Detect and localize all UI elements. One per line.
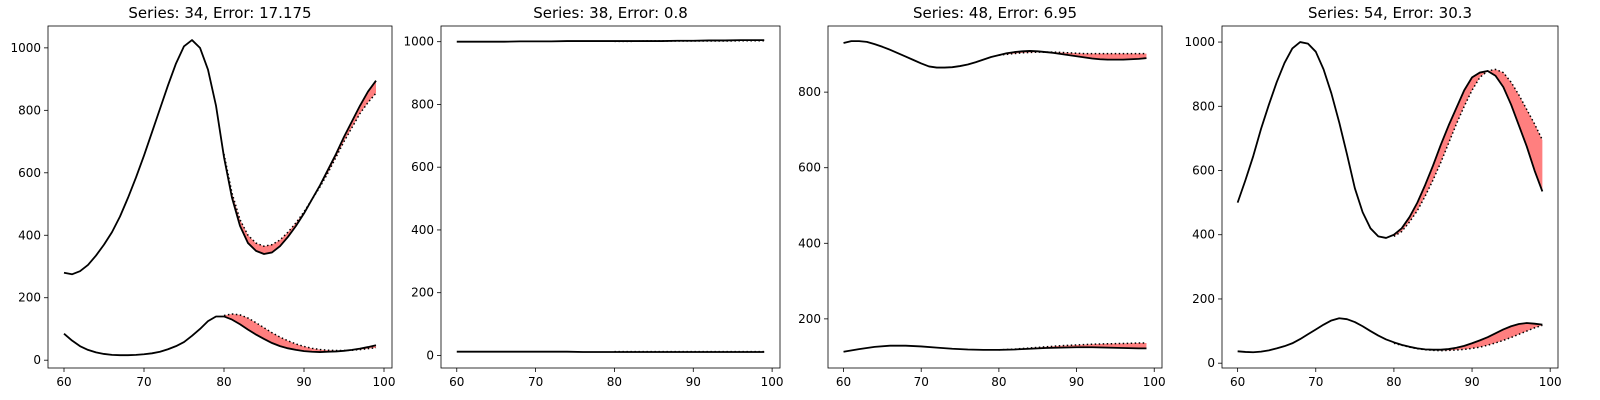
y-tick-label: 0: [33, 353, 41, 367]
x-tick-label: 90: [296, 375, 311, 389]
chart-title: Series: 34, Error: 17.175: [128, 4, 311, 22]
chart-title: Series: 48, Error: 6.95: [913, 4, 1077, 22]
upper-actual-line: [843, 40, 1147, 69]
y-tick-label: 600: [1192, 164, 1215, 178]
y-tick-label: 800: [18, 103, 41, 117]
y-tick-label: 600: [411, 160, 434, 174]
x-tick-label: 60: [56, 375, 71, 389]
x-tick-label: 90: [1464, 375, 1479, 389]
y-tick-label: 200: [1192, 292, 1215, 306]
y-tick-label: 200: [18, 291, 41, 305]
chart-panel-3: Series: 48, Error: 6.95 60 70 80 90 100 200 400…: [798, 4, 1166, 389]
y-tick-label: 200: [798, 312, 821, 326]
upper-actual-line: [1236, 41, 1544, 239]
axes-frame: [1221, 25, 1559, 369]
x-tick-label: 70: [1308, 375, 1323, 389]
lower-actual-line: [63, 315, 377, 357]
y-tick-label: 800: [1192, 99, 1215, 113]
y-tick-label: 1000: [1184, 35, 1215, 49]
lower-actual-line: [1237, 317, 1543, 354]
upper-actual-line: [63, 39, 377, 276]
x-tick-label: 90: [686, 375, 701, 389]
axes-frame: [827, 25, 1163, 369]
y-tick-label: 800: [798, 85, 821, 99]
upper-forecast-line: [223, 92, 377, 247]
x-tick-label: 80: [607, 375, 622, 389]
x-tick-label: 70: [136, 375, 151, 389]
x-tick-label: 60: [1230, 375, 1245, 389]
x-tick-label: 80: [991, 375, 1006, 389]
chart-panel-2: Series: 38, Error: 0.860 70 80 90 1000200400…: [403, 4, 783, 389]
y-tick-label: 1000: [403, 35, 434, 49]
chart-title: Series: 54, Error: 30.3: [1308, 4, 1472, 22]
x-tick-label: 80: [1386, 375, 1401, 389]
y-tick-label: 0: [426, 348, 434, 362]
y-tick-label: 1000: [10, 41, 41, 55]
x-tick-label: 70: [528, 375, 543, 389]
x-tick-label: 90: [1069, 375, 1084, 389]
x-tick-label: 60: [449, 375, 464, 389]
y-tick-label: 800: [411, 97, 434, 111]
y-tick-label: 600: [798, 161, 821, 175]
y-tick-label: 400: [798, 236, 821, 250]
x-tick-label: 100: [1539, 375, 1562, 389]
y-tick-label: 400: [1192, 228, 1215, 242]
x-tick-label: 100: [373, 375, 396, 389]
x-tick-label: 100: [761, 375, 784, 389]
lower-error-area: [1393, 323, 1543, 351]
axes-frame: [440, 25, 781, 369]
y-tick-label: 200: [411, 286, 434, 300]
axes-frame: [47, 25, 393, 369]
y-tick-label: 400: [411, 223, 434, 237]
y-tick-label: 400: [18, 228, 41, 242]
chart-title: Series: 38, Error: 0.8: [533, 4, 688, 22]
x-tick-label: 80: [216, 375, 231, 389]
y-tick-label: 0: [1207, 356, 1215, 370]
x-tick-label: 60: [836, 375, 851, 389]
chart-panel-4: Series: 54, Error: 30.360 70 80 90 100020040…: [1184, 4, 1561, 389]
x-tick-label: 100: [1143, 375, 1166, 389]
upper-actual-line: [456, 39, 765, 43]
x-tick-label: 70: [914, 375, 929, 389]
upper-forecast-line: [998, 51, 1147, 56]
lower-actual-line: [843, 344, 1147, 353]
y-tick-label: 600: [18, 166, 41, 180]
